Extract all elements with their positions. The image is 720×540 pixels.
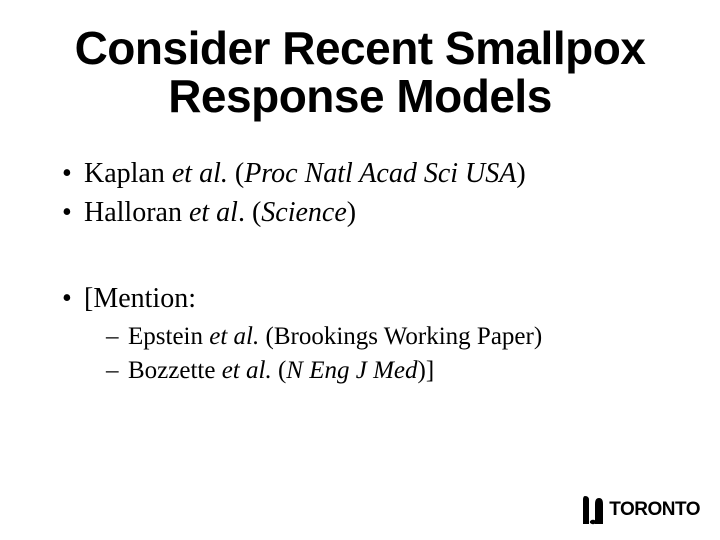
sub-bullet-item: – Bozzette et al. (N Eng J Med)] <box>106 354 660 388</box>
bullet-marker: • <box>60 280 84 318</box>
bullet-text: Kaplan et al. (Proc Natl Acad Sci USA) <box>84 155 660 193</box>
sub-bullet-text: Bozzette et al. (N Eng J Med)] <box>128 354 660 388</box>
sub-list: – Epstein et al. (Brookings Working Pape… <box>60 320 660 388</box>
toronto-logo: TORONTO <box>581 494 700 526</box>
bullet-text: [Mention: <box>84 280 660 318</box>
bullet-item: • Halloran et al. (Science) <box>60 194 660 232</box>
slide-title: Consider Recent Smallpox Response Models <box>0 0 720 133</box>
bullet-text: Halloran et al. (Science) <box>84 194 660 232</box>
city-hall-icon <box>581 494 605 526</box>
dash-marker: – <box>106 320 128 354</box>
sub-bullet-item: – Epstein et al. (Brookings Working Pape… <box>106 320 660 354</box>
logo-text: TORONTO <box>609 499 700 521</box>
bullet-marker: • <box>60 155 84 193</box>
slide-body: • Kaplan et al. (Proc Natl Acad Sci USA)… <box>0 133 720 388</box>
bullet-item: • Kaplan et al. (Proc Natl Acad Sci USA) <box>60 155 660 193</box>
sub-bullet-text: Epstein et al. (Brookings Working Paper) <box>128 320 660 354</box>
bullet-marker: • <box>60 194 84 232</box>
bullet-item: • [Mention: <box>60 280 660 318</box>
dash-marker: – <box>106 354 128 388</box>
